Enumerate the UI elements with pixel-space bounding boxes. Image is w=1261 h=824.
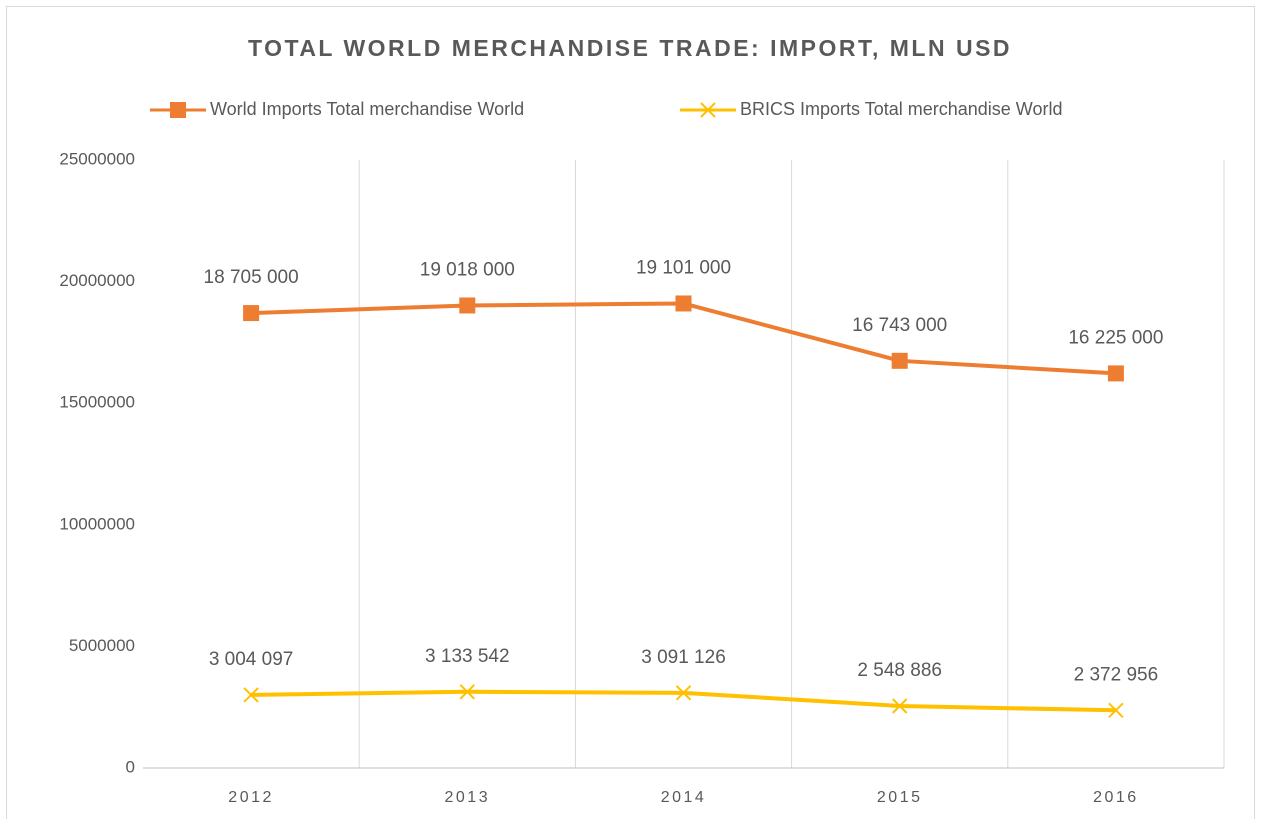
y-tick-label: 25000000	[59, 149, 135, 168]
marker	[1108, 702, 1124, 718]
data-label: 3 133 542	[425, 646, 510, 667]
marker	[891, 352, 908, 369]
legend-label: BRICS Imports Total merchandise World	[740, 99, 1062, 119]
x-tick-label: 2012	[228, 789, 274, 806]
data-label: 2 548 886	[857, 660, 942, 681]
marker	[459, 297, 476, 314]
marker	[243, 687, 259, 703]
data-label: 16 225 000	[1068, 327, 1163, 348]
legend-marker	[700, 102, 716, 118]
chart-border	[6, 6, 1255, 824]
y-tick-label: 10000000	[59, 514, 135, 533]
legend-label: World Imports Total merchandise World	[210, 99, 524, 119]
x-tick-label: 2013	[445, 789, 491, 806]
x-tick-label: 2016	[1093, 789, 1139, 806]
chart-title: TOTAL WORLD MERCHANDISE TRADE: IMPORT, M…	[248, 35, 1012, 61]
data-label: 3 004 097	[209, 649, 294, 670]
marker	[675, 295, 692, 312]
data-label: 19 101 000	[636, 257, 731, 278]
data-label: 2 372 956	[1074, 664, 1159, 685]
x-tick-label: 2014	[661, 789, 707, 806]
y-tick-label: 0	[126, 757, 135, 776]
marker	[675, 685, 692, 701]
y-tick-label: 15000000	[59, 393, 135, 412]
data-label: 18 705 000	[204, 267, 299, 288]
data-label: 16 743 000	[852, 315, 947, 336]
marker	[243, 305, 260, 322]
marker	[1107, 365, 1124, 382]
data-label: 19 018 000	[420, 259, 515, 280]
data-label: 3 091 126	[641, 647, 726, 668]
marker	[459, 684, 476, 700]
legend-marker	[170, 102, 186, 118]
marker	[891, 698, 908, 714]
y-tick-label: 5000000	[69, 636, 135, 655]
y-tick-label: 20000000	[59, 271, 135, 290]
x-tick-label: 2015	[877, 789, 923, 806]
